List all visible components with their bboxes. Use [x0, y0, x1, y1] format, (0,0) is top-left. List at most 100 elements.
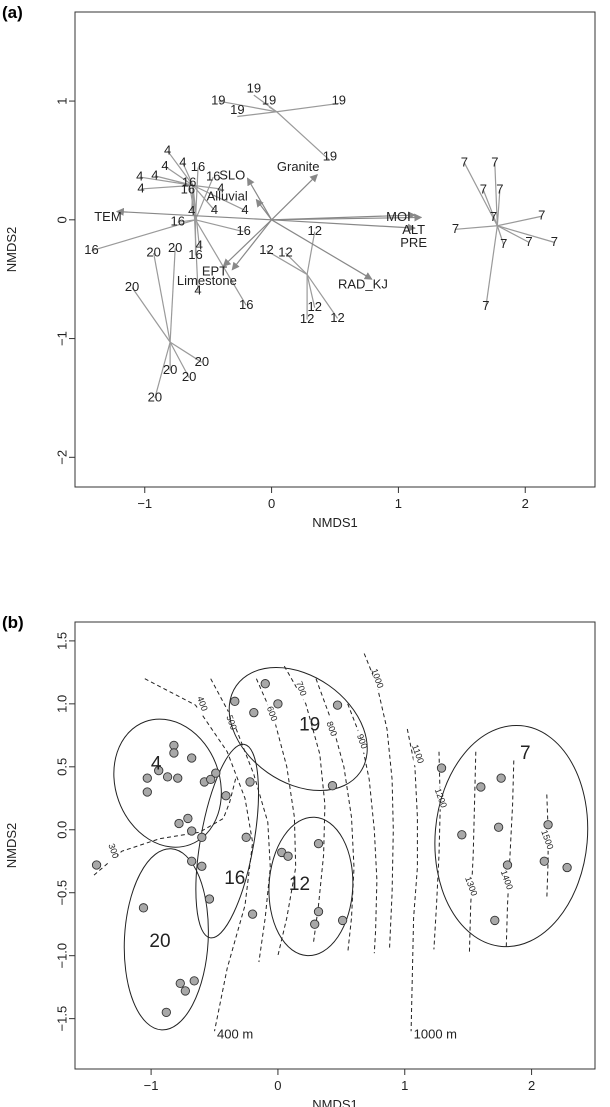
- site-label-group-16: 16: [236, 223, 250, 238]
- panel-b-plot-frame: [75, 622, 595, 1069]
- site-point: [170, 749, 178, 757]
- site-point: [328, 781, 336, 789]
- panel-a-letter: (a): [2, 3, 23, 22]
- site-label-group-4: 4: [161, 158, 168, 173]
- elevation-contour-700: [284, 666, 325, 943]
- site-label-group-7: 7: [461, 154, 468, 169]
- site-point: [494, 823, 502, 831]
- site-label-group-7: 7: [551, 234, 558, 249]
- env-vector-label-tem: TEM: [94, 209, 121, 224]
- env-vector-arrow-granite: [272, 175, 318, 220]
- panel-a-x-axis-label: NMDS1: [312, 515, 358, 530]
- site-label-group-7: 7: [490, 209, 497, 224]
- site-point: [314, 907, 322, 915]
- site-point: [205, 895, 213, 903]
- spider-line-group-19: [277, 103, 339, 111]
- site-label-group-7: 7: [482, 298, 489, 313]
- env-vector-arrow-slo: [247, 178, 271, 220]
- site-point: [540, 857, 548, 865]
- site-point: [497, 774, 505, 782]
- site-point: [176, 979, 184, 987]
- panel-b-y-tick-label: 1.0: [54, 695, 69, 713]
- elevation-contour-1100: [407, 729, 417, 1031]
- panel-b-y-tick-label: 0.5: [54, 758, 69, 776]
- site-point: [198, 862, 206, 870]
- site-label-group-7: 7: [500, 236, 507, 251]
- env-vector-label-alluvial: Alluvial: [207, 189, 248, 204]
- panel-b-y-tick-label: −1.5: [54, 1006, 69, 1032]
- site-label-group-7: 7: [496, 182, 503, 197]
- contour-label-1000: 1000: [369, 667, 385, 689]
- panel-a-y-tick-label: −2: [54, 450, 69, 465]
- site-point: [231, 697, 239, 705]
- panel-b-y-tick-label: 0.0: [54, 821, 69, 839]
- site-label-group-4: 4: [151, 167, 158, 182]
- cluster-label-12: 12: [289, 874, 310, 895]
- site-point: [338, 916, 346, 924]
- site-label-group-16: 16: [188, 247, 202, 262]
- site-point: [174, 774, 182, 782]
- site-point: [181, 987, 189, 995]
- site-label-group-19: 19: [323, 148, 337, 163]
- cluster-label-20: 20: [149, 931, 170, 952]
- site-point: [248, 910, 256, 918]
- elevation-contour-1000: [364, 654, 393, 950]
- contour-label-500: 500: [224, 714, 239, 732]
- site-point: [314, 839, 322, 847]
- site-point: [503, 861, 511, 869]
- site-point: [92, 861, 100, 869]
- panel-a-y-axis-label: NMDS2: [4, 227, 19, 273]
- site-label-group-12: 12: [259, 242, 273, 257]
- site-point: [187, 827, 195, 835]
- panel-b: (b)−1 0 1 2−1.5−1.0−0.50.00.51.01.5NMDS1NMD…: [2, 613, 597, 1107]
- isoline-label: 400 m: [217, 1026, 253, 1041]
- contour-label-800: 800: [325, 720, 340, 738]
- site-label-group-16: 16: [191, 159, 205, 174]
- site-point: [333, 701, 341, 709]
- spider-line-group-20: [170, 248, 175, 342]
- site-point: [143, 774, 151, 782]
- site-label-group-7: 7: [538, 208, 545, 223]
- site-label-group-4: 4: [137, 180, 144, 195]
- site-label-group-16: 16: [181, 182, 195, 197]
- cluster-label-16: 16: [224, 868, 245, 889]
- site-point: [143, 788, 151, 796]
- cluster-label-4: 4: [151, 753, 162, 774]
- site-label-group-16: 16: [239, 297, 253, 312]
- panel-b-y-tick-label: 1.5: [54, 632, 69, 650]
- site-label-group-20: 20: [148, 389, 162, 404]
- site-label-group-20: 20: [146, 245, 160, 260]
- contour-label-1500: 1500: [539, 828, 555, 850]
- site-label-group-12: 12: [307, 223, 321, 238]
- site-label-group-4: 4: [164, 142, 171, 157]
- panel-b-y-tick-label: −1.0: [54, 943, 69, 969]
- contour-label-1100: 1100: [410, 743, 426, 765]
- cluster-ellipse-12: [265, 815, 356, 958]
- site-label-group-16: 16: [84, 242, 98, 257]
- panel-a-x-tick-label: 2: [522, 496, 529, 511]
- contour-label-300: 300: [106, 842, 121, 860]
- site-point: [184, 814, 192, 822]
- panel-b-x-tick-label: 1: [401, 1078, 408, 1093]
- panel-b-x-axis-label: NMDS1: [312, 1097, 358, 1107]
- site-label-group-16: 16: [170, 214, 184, 229]
- site-point: [261, 679, 269, 687]
- contour-label-1300: 1300: [463, 875, 479, 897]
- contour-label-700: 700: [294, 680, 309, 698]
- site-label-group-12: 12: [330, 310, 344, 325]
- site-label-group-4: 4: [241, 202, 248, 217]
- site-point: [187, 754, 195, 762]
- site-label-group-12: 12: [278, 245, 292, 260]
- site-point: [284, 852, 292, 860]
- site-label-group-20: 20: [168, 240, 182, 255]
- site-point: [190, 977, 198, 985]
- site-label-group-20: 20: [163, 362, 177, 377]
- site-point: [437, 764, 445, 772]
- panel-a-y-tick-label: 1: [54, 97, 69, 104]
- site-label-group-19: 19: [262, 93, 276, 108]
- spider-line-group-20: [154, 253, 170, 342]
- panel-b-letter: (b): [2, 613, 24, 632]
- spider-line-group-7: [486, 226, 497, 307]
- site-label-group-19: 19: [332, 93, 346, 108]
- site-label-group-4: 4: [179, 154, 186, 169]
